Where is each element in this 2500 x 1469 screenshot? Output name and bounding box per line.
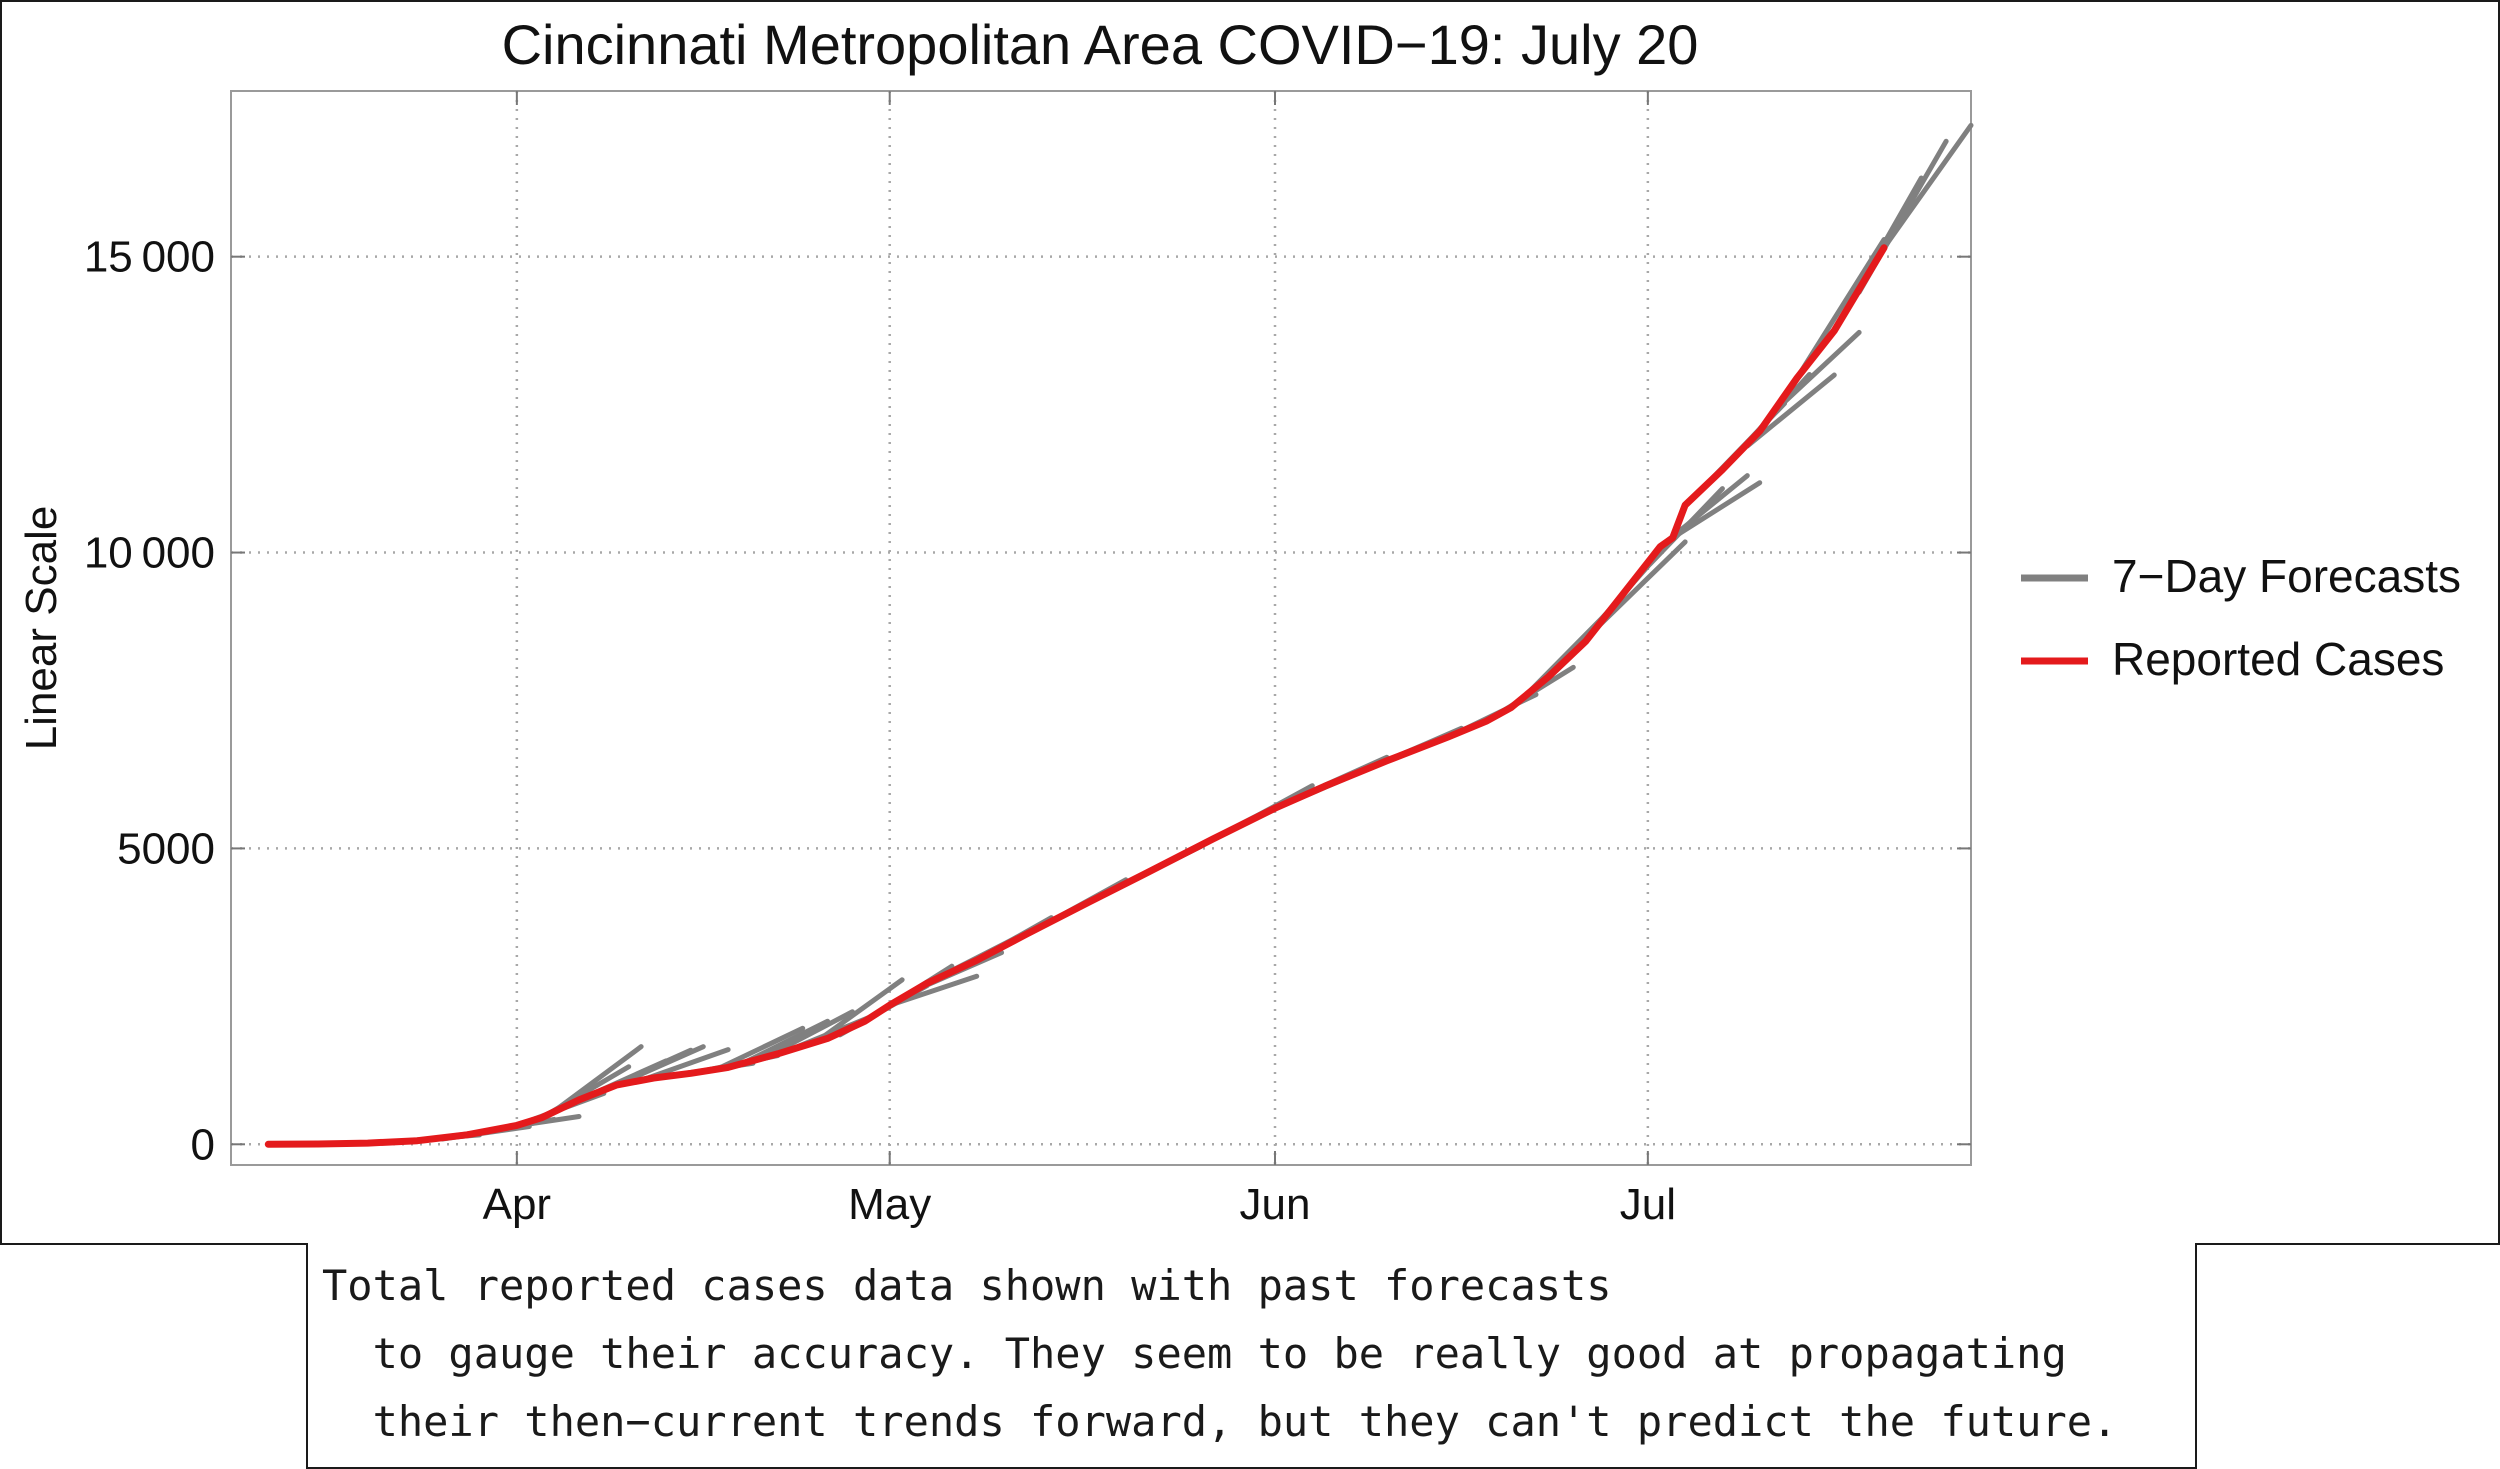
caption-line-3: their then−current trends forward, but t… — [322, 1397, 2118, 1446]
forecast-line — [812, 977, 905, 1046]
forecast-line — [1769, 329, 1862, 416]
y-tick-label: 15 000 — [84, 233, 215, 282]
x-tick-label: May — [848, 1180, 931, 1229]
y-tick-label: 10 000 — [84, 529, 215, 578]
y-axis-label: Linear Scale — [17, 506, 66, 751]
forecast-line — [1670, 480, 1763, 541]
axes: Apr May Jun Jul 0 5000 10 000 15 000 — [84, 91, 1971, 1229]
forecast-line — [613, 1044, 706, 1088]
legend-label-reported: Reported Cases — [2112, 633, 2444, 685]
forecast-line — [1744, 372, 1837, 449]
legend: 7−Day Forecasts Reported Cases — [2021, 550, 2461, 685]
plot-area — [230, 90, 1972, 1166]
y-tick-label: 5000 — [117, 824, 215, 873]
caption-box: Total reported cases data shown with pas… — [306, 1243, 2197, 1469]
legend-entry-reported: Reported Cases — [2021, 633, 2444, 685]
reported-series — [264, 244, 1888, 1148]
caption-line-2: to gauge their accuracy. They seem to be… — [322, 1329, 2067, 1378]
x-tick-label: Jun — [1240, 1180, 1311, 1229]
forecast-line — [713, 1025, 806, 1073]
gridlines — [231, 91, 1971, 1165]
covid-cases-chart: Cincinnati Metropolitan Area COVID−19: J… — [17, 13, 2461, 1229]
x-tick-label: Apr — [483, 1180, 551, 1229]
caption-line-1: Total reported cases data shown with pas… — [322, 1261, 1612, 1310]
legend-entry-forecasts: 7−Day Forecasts — [2021, 550, 2461, 602]
reported-cases-line — [264, 244, 1888, 1148]
x-tick-label: Jul — [1620, 1180, 1676, 1229]
forecast-line — [551, 1044, 644, 1114]
chart-title: Cincinnati Metropolitan Area COVID−19: J… — [502, 13, 1699, 76]
legend-label-forecasts: 7−Day Forecasts — [2112, 550, 2461, 602]
forecast-line — [1881, 122, 1974, 251]
y-tick-label: 0 — [191, 1120, 215, 1169]
